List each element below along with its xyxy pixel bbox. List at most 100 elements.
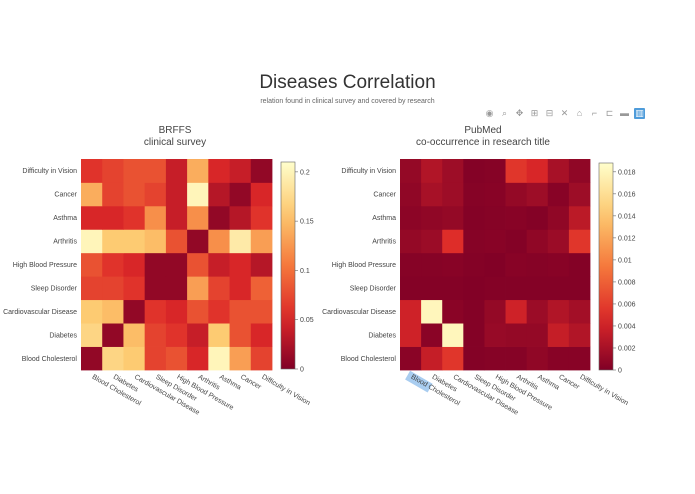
brfss-cell-3-4[interactable]: [165, 276, 188, 301]
brfss-cell-8-8[interactable]: [250, 159, 273, 183]
pubmed-cell-2-1[interactable]: [421, 299, 443, 324]
pubmed-cell-1-2[interactable]: [442, 323, 464, 347]
brfss-cell-3-3[interactable]: [144, 276, 167, 301]
brfss-cell-8-0[interactable]: [81, 159, 103, 183]
brfss-cell-7-7[interactable]: [229, 182, 252, 207]
brfss-cell-4-3[interactable]: [144, 252, 167, 277]
pubmed-cell-2-3[interactable]: [463, 299, 485, 324]
zoom-icon[interactable]: ⌕: [501, 108, 508, 118]
home-icon[interactable]: ⌂: [576, 108, 583, 118]
pubmed-cell-6-3[interactable]: [463, 205, 485, 230]
brfss-cell-1-1[interactable]: [102, 323, 124, 347]
brfss-cell-0-2[interactable]: [123, 346, 146, 371]
pubmed-cell-7-3[interactable]: [463, 182, 485, 207]
pubmed-cell-4-6[interactable]: [526, 252, 549, 277]
brfss-cell-4-2[interactable]: [123, 252, 146, 277]
brfss-cell-1-8[interactable]: [250, 323, 273, 347]
pubmed-cell-6-7[interactable]: [547, 205, 570, 230]
pubmed-cell-5-4[interactable]: [484, 229, 506, 254]
pubmed-cell-3-7[interactable]: [547, 276, 570, 301]
pubmed-cell-2-2[interactable]: [442, 299, 464, 324]
brfss-cell-1-3[interactable]: [144, 323, 167, 347]
pubmed-cell-4-3[interactable]: [463, 252, 485, 277]
brfss-cell-4-8[interactable]: [250, 252, 273, 277]
brfss-cell-5-2[interactable]: [123, 229, 146, 254]
pubmed-cell-1-3[interactable]: [463, 323, 485, 347]
pubmed-cell-7-4[interactable]: [484, 182, 506, 207]
hover-closest-icon[interactable]: ⌐: [591, 108, 598, 118]
pubmed-cell-0-4[interactable]: [484, 346, 506, 371]
pubmed-cell-3-4[interactable]: [484, 276, 506, 301]
brfss-cell-3-7[interactable]: [229, 276, 252, 301]
pubmed-cell-5-7[interactable]: [547, 229, 570, 254]
brfss-cell-5-0[interactable]: [81, 229, 103, 254]
brfss-cell-3-8[interactable]: [250, 276, 273, 301]
brfss-cell-6-6[interactable]: [208, 205, 230, 230]
brfss-cell-7-4[interactable]: [165, 182, 188, 207]
brfss-cell-6-0[interactable]: [81, 205, 103, 230]
pubmed-cell-8-0[interactable]: [400, 159, 422, 183]
brfss-cell-8-5[interactable]: [187, 159, 209, 183]
brfss-cell-2-5[interactable]: [187, 299, 209, 324]
brfss-cell-8-1[interactable]: [102, 159, 124, 183]
brfss-cell-5-8[interactable]: [250, 229, 273, 254]
pubmed-cell-7-1[interactable]: [421, 182, 443, 207]
brfss-cell-0-8[interactable]: [250, 346, 273, 371]
pubmed-cell-3-8[interactable]: [568, 276, 591, 301]
brfss-cell-3-1[interactable]: [102, 276, 124, 301]
autoscale-icon[interactable]: ✕: [560, 108, 569, 118]
brfss-cell-1-5[interactable]: [187, 323, 209, 347]
brfss-cell-3-6[interactable]: [208, 276, 230, 301]
brfss-cell-2-0[interactable]: [81, 299, 103, 324]
brfss-cell-6-7[interactable]: [229, 205, 252, 230]
pubmed-cell-1-6[interactable]: [526, 323, 549, 347]
pubmed-cell-8-6[interactable]: [526, 159, 549, 183]
brfss-cell-4-4[interactable]: [165, 252, 188, 277]
pubmed-cell-7-0[interactable]: [400, 182, 422, 207]
brfss-cell-7-1[interactable]: [102, 182, 124, 207]
pubmed-cell-5-1[interactable]: [421, 229, 443, 254]
pubmed-cell-7-5[interactable]: [505, 182, 528, 207]
pubmed-cell-5-2[interactable]: [442, 229, 464, 254]
brfss-cell-2-6[interactable]: [208, 299, 230, 324]
pubmed-cell-4-0[interactable]: [400, 252, 422, 277]
brfss-cell-5-1[interactable]: [102, 229, 124, 254]
brfss-cell-0-4[interactable]: [165, 346, 188, 371]
pubmed-cell-7-8[interactable]: [568, 182, 591, 207]
pubmed-cell-6-2[interactable]: [442, 205, 464, 230]
pubmed-cell-5-0[interactable]: [400, 229, 422, 254]
pubmed-cell-4-2[interactable]: [442, 252, 464, 277]
pubmed-cell-6-6[interactable]: [526, 205, 549, 230]
zoom-in-icon[interactable]: ⊞: [530, 108, 539, 118]
brfss-cell-1-2[interactable]: [123, 323, 146, 347]
brfss-cell-2-8[interactable]: [250, 299, 273, 324]
pubmed-cell-0-7[interactable]: [547, 346, 570, 371]
pubmed-cell-3-5[interactable]: [505, 276, 528, 301]
brfss-cell-5-7[interactable]: [229, 229, 252, 254]
brfss-cell-5-4[interactable]: [165, 229, 188, 254]
brfss-cell-7-2[interactable]: [123, 182, 146, 207]
pubmed-cell-5-5[interactable]: [505, 229, 528, 254]
pubmed-cell-2-8[interactable]: [568, 299, 591, 324]
brfss-cell-2-3[interactable]: [144, 299, 167, 324]
pubmed-cell-6-5[interactable]: [505, 205, 528, 230]
pubmed-cell-5-8[interactable]: [568, 229, 591, 254]
pubmed-cell-1-5[interactable]: [505, 323, 528, 347]
brfss-cell-4-5[interactable]: [187, 252, 209, 277]
brfss-cell-5-6[interactable]: [208, 229, 230, 254]
pubmed-cell-1-0[interactable]: [400, 323, 422, 347]
pan-icon[interactable]: ✥: [515, 108, 524, 118]
pubmed-cell-3-6[interactable]: [526, 276, 549, 301]
pubmed-cell-2-5[interactable]: [505, 299, 528, 324]
pubmed-cell-0-2[interactable]: [442, 346, 464, 371]
pubmed-cell-4-7[interactable]: [547, 252, 570, 277]
pubmed-cell-3-2[interactable]: [442, 276, 464, 301]
brfss-cell-7-6[interactable]: [208, 182, 230, 207]
brfss-cell-0-3[interactable]: [144, 346, 167, 371]
brfss-cell-2-4[interactable]: [165, 299, 188, 324]
brfss-cell-8-2[interactable]: [123, 159, 146, 183]
brfss-cell-8-4[interactable]: [165, 159, 188, 183]
pubmed-cell-4-8[interactable]: [568, 252, 591, 277]
pubmed-cell-8-3[interactable]: [463, 159, 485, 183]
pubmed-cell-1-8[interactable]: [568, 323, 591, 347]
